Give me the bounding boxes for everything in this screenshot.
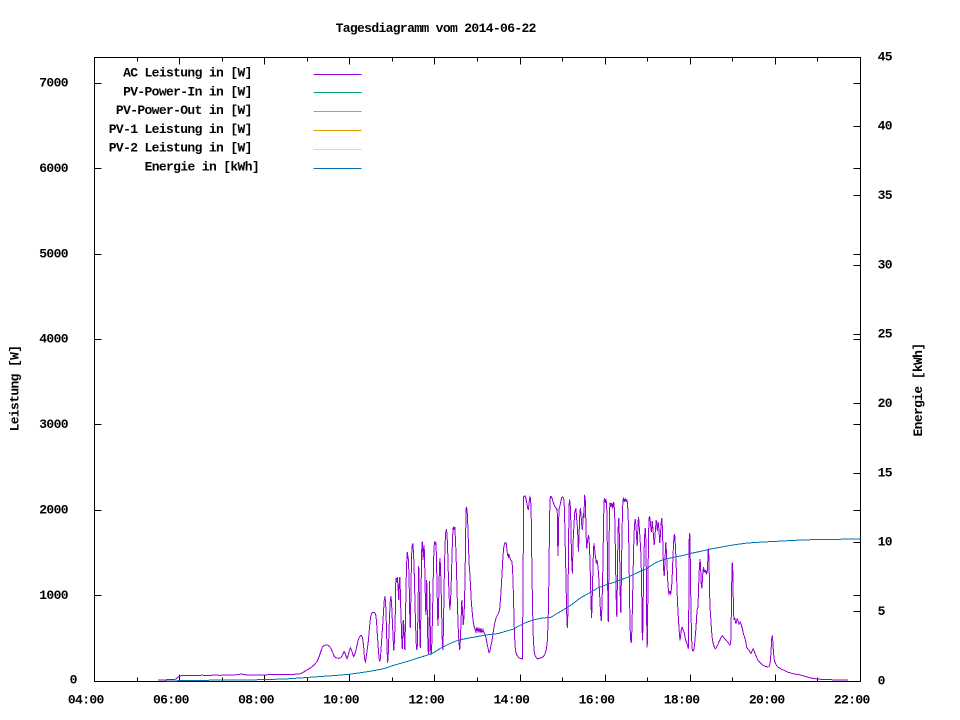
svg-text:10:00: 10:00 bbox=[323, 692, 360, 707]
svg-text:20:00: 20:00 bbox=[749, 692, 786, 707]
svg-text:20: 20 bbox=[878, 396, 893, 411]
svg-text:3000: 3000 bbox=[39, 417, 68, 432]
svg-text:Energie [kWh]: Energie [kWh] bbox=[911, 344, 926, 437]
svg-text:45: 45 bbox=[878, 49, 893, 64]
svg-text:15: 15 bbox=[878, 465, 893, 480]
svg-text:Energie in [kWh]: Energie in [kWh] bbox=[145, 160, 259, 175]
svg-text:AC Leistung in [W]: AC Leistung in [W] bbox=[123, 66, 252, 81]
svg-text:PV-Power-Out in [W]: PV-Power-Out in [W] bbox=[116, 103, 252, 118]
svg-text:5: 5 bbox=[878, 604, 886, 619]
svg-text:04:00: 04:00 bbox=[68, 692, 105, 707]
svg-text:18:00: 18:00 bbox=[664, 692, 701, 707]
svg-text:0: 0 bbox=[70, 672, 78, 687]
svg-text:1000: 1000 bbox=[39, 588, 68, 603]
svg-text:0: 0 bbox=[878, 673, 886, 688]
svg-text:5000: 5000 bbox=[39, 246, 68, 261]
svg-text:06:00: 06:00 bbox=[153, 692, 190, 707]
svg-text:PV-Power-In in [W]: PV-Power-In in [W] bbox=[123, 84, 252, 99]
svg-text:7000: 7000 bbox=[39, 76, 68, 91]
svg-text:Tagesdiagramm vom 2014-06-22: Tagesdiagramm vom 2014-06-22 bbox=[336, 21, 537, 36]
svg-text:6000: 6000 bbox=[39, 161, 68, 176]
svg-text:40: 40 bbox=[878, 119, 893, 134]
svg-text:25: 25 bbox=[878, 327, 893, 342]
svg-text:30: 30 bbox=[878, 257, 893, 272]
svg-text:16:00: 16:00 bbox=[579, 692, 616, 707]
svg-text:PV-1 Leistung in [W]: PV-1 Leistung in [W] bbox=[109, 122, 252, 137]
svg-text:PV-2 Leistung in [W]: PV-2 Leistung in [W] bbox=[109, 141, 252, 156]
svg-text:Leistung [W]: Leistung [W] bbox=[8, 346, 23, 432]
svg-text:08:00: 08:00 bbox=[238, 692, 275, 707]
svg-text:35: 35 bbox=[878, 188, 893, 203]
svg-text:2000: 2000 bbox=[39, 502, 68, 517]
svg-text:12:00: 12:00 bbox=[408, 692, 445, 707]
svg-text:10: 10 bbox=[878, 535, 893, 550]
svg-text:14:00: 14:00 bbox=[494, 692, 531, 707]
svg-text:22:00: 22:00 bbox=[834, 692, 871, 707]
svg-text:4000: 4000 bbox=[39, 332, 68, 347]
